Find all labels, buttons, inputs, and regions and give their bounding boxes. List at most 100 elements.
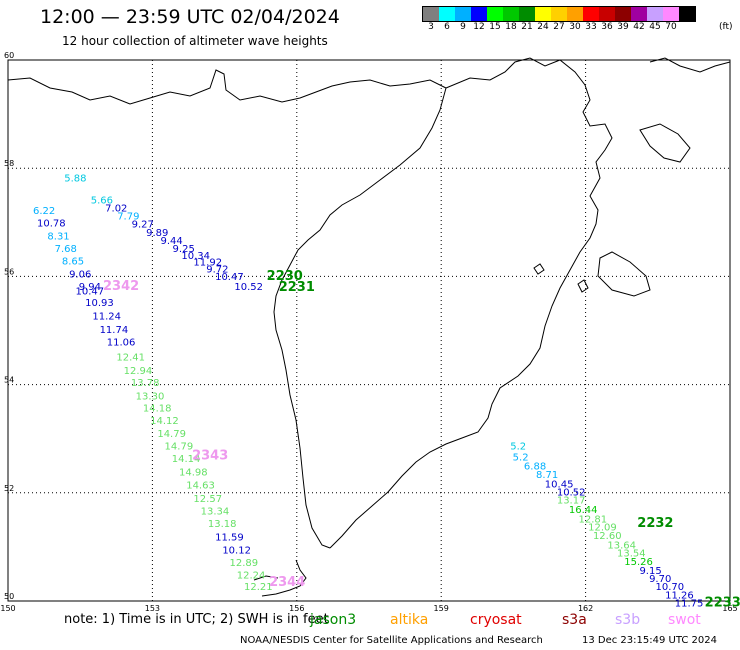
colorbar-label: 21 [521,22,533,32]
wave-height-label: 10.34 [181,251,210,262]
map-title: 12:00 — 23:59 UTC 02/04/2024 [40,6,340,28]
wave-height-label: 13.54 [617,549,646,560]
wave-height-label: 10.47 [215,272,244,283]
satellite-legend: jason3 altika cryosat s3a s3b swot [310,612,730,628]
generation-date: 13 Dec 23:15:49 UTC 2024 [582,635,717,646]
colorbar-swatch [551,7,567,21]
wave-height-label: 14.12 [150,416,179,427]
wave-height-label: 14.98 [179,467,208,478]
colorbar-label: 70 [665,22,677,32]
map-subtitle: 12 hour collection of altimeter wave hei… [62,34,328,48]
bay-islands [533,263,589,293]
colorbar-label: 39 [617,22,629,32]
wave-height-label: 9.94 [79,282,101,293]
wave-height-label: 12.24 [237,570,266,581]
colorbar-label: 12 [473,22,485,32]
colorbar-label: 3 [428,22,434,32]
colorbar-label: 9 [460,22,466,32]
satellite-legend-jason3: jason3 [310,612,357,628]
wave-height-label: 10.70 [656,582,685,593]
pass-time-tag: 2231 [279,280,315,295]
wave-height-label: 13.64 [607,541,636,552]
wave-height-label: 13.30 [136,392,165,403]
wave-height-label: 8.71 [536,470,558,481]
map-gridlines [7,59,731,602]
colorbar-swatch [567,7,583,21]
pass-time-tag: 2230 [267,269,303,284]
wave-height-label: 8.65 [62,256,84,267]
satellite-legend-s3b: s3b [615,612,641,628]
wave-height-label: 7.79 [117,212,139,223]
longitude-tick-label: 153 [145,604,160,613]
wave-height-label: 10.52 [557,488,586,499]
wave-height-label: 10.52 [234,282,263,293]
wave-height-label: 9.25 [173,244,195,255]
latitude-tick-label: 54 [4,376,14,385]
colorbar-label: 45 [649,22,661,32]
colorbar-unit: (ft) [719,22,733,32]
map-ticks: 150 153 156 159 162 165 60 58 56 54 52 50 [0,51,737,613]
colorbar-label: 15 [489,22,501,32]
pass-time-tag: 2232 [637,516,673,531]
latitude-tick-label: 56 [4,267,14,276]
latitude-tick-label: 58 [4,159,14,168]
wave-height-label: 11.26 [665,590,694,601]
wave-height-label: 10.47 [76,286,105,297]
wave-height-label: 6.88 [524,462,546,473]
footer-note: note: 1) Time is in UTC; 2) SWH is in fe… [64,612,329,627]
wave-height-label: 5.2 [513,452,529,463]
wave-height-label: 7.68 [55,244,77,255]
colorbar-swatch [487,7,503,21]
satellite-legend-cryosat: cryosat [470,612,522,628]
colorbar-swatch [455,7,471,21]
kamchatka-coastline [329,57,613,549]
colorbar-swatch [439,7,455,21]
wave-height-label: 10.93 [85,298,114,309]
wave-height-label: 14.63 [186,480,215,491]
wave-height-label: 10.78 [37,219,66,230]
colorbar-swatch [471,7,487,21]
wave-height-label: 9.15 [639,566,661,577]
wave-height-label: 16.44 [569,505,598,516]
pass-time-tag: 2344 [269,575,305,590]
pass-time-tag: 2343 [192,448,228,463]
kuril-islands [253,559,307,597]
satellite-legend-altika: altika [390,612,429,628]
wave-height-label: 11.74 [100,325,129,336]
longitude-tick-label: 162 [578,604,593,613]
wave-height-label: 7.02 [105,203,127,214]
wave-height-label: 12.94 [124,366,153,377]
colorbar-label: 33 [585,22,597,32]
wave-height-label: 10.45 [545,479,574,490]
wave-height-label: 10.12 [222,545,251,556]
colorbar-swatch [599,7,615,21]
wave-height-label: 9.70 [649,574,671,585]
coastline [7,57,731,597]
track-labels: 5.885.667.027.799.279.899.449.2510.3411.… [33,174,703,610]
longitude-tick-label: 165 [722,604,737,613]
wave-height-label: 14.79 [157,429,186,440]
wave-height-label: 6.22 [33,206,55,217]
wave-height-label: 12.41 [116,352,145,363]
okhotsk-north-coast [273,87,447,549]
wave-height-label: 11.59 [215,532,244,543]
colorbar-label: 24 [537,22,549,32]
wave-height-label: 13.78 [131,378,160,389]
wave-height-label: 5.88 [64,174,86,185]
colorbar-swatch [631,7,647,21]
wave-height-label: 14.14 [172,454,201,465]
wave-height-label: 12.57 [193,494,222,505]
longitude-tick-label: 156 [289,604,304,613]
map-frame [7,59,731,602]
credit-line: NOAA/NESDIS Center for Satellite Applica… [240,635,543,646]
colorbar-swatch [423,7,439,21]
wave-height-label: 11.24 [92,312,121,323]
colorbar-label: 36 [601,22,613,32]
longitude-tick-label: 159 [434,604,449,613]
wave-height-label: 12.60 [593,531,622,542]
eastern-coastline [597,57,731,297]
colorbar-swatch [583,7,599,21]
wave-height-label: 8.31 [47,232,69,243]
wave-height-label: 14.79 [165,442,194,453]
